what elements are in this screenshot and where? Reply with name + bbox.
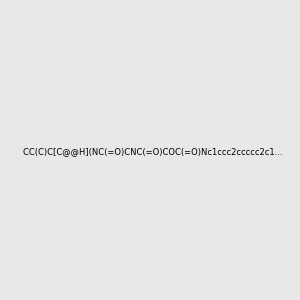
Text: CC(C)C[C@@H](NC(=O)CNC(=O)COC(=O)Nc1ccc2ccccc2c1...: CC(C)C[C@@H](NC(=O)CNC(=O)COC(=O)Nc1ccc2… xyxy=(23,147,285,156)
